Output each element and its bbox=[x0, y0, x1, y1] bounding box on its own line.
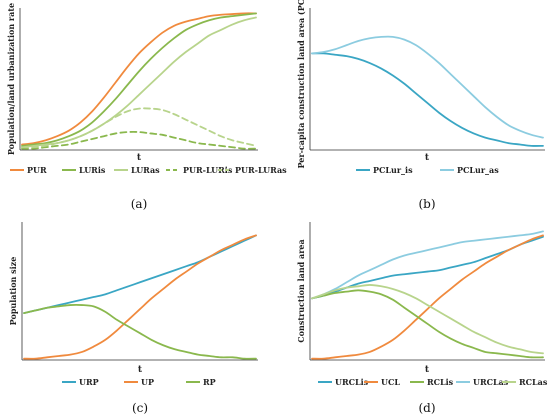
panel-a-legend-label-pur: PUR bbox=[27, 165, 47, 175]
panel-d-series-rclas bbox=[311, 284, 544, 355]
panel-a-legend-label-pur-luras: PUR-LURas bbox=[235, 165, 287, 175]
panel-c-legend-label-rp: RP bbox=[203, 377, 216, 387]
panel-c-legend-label-urp: URP bbox=[79, 377, 99, 387]
panel-a: Population/land urbanization rate t PUR L… bbox=[6, 3, 287, 211]
panel-b-x-label: t bbox=[425, 153, 430, 163]
panel-c: Population size t URP UP RP (c) bbox=[8, 222, 258, 415]
panel-d: Construction land area t URCLis UCL RCLis U… bbox=[296, 222, 548, 415]
panel-a-x-label: t bbox=[137, 153, 142, 163]
panel-a-legend-label-luris: LURis bbox=[79, 165, 106, 175]
panel-d-series-urclis bbox=[311, 235, 544, 300]
panel-d-series-urclas bbox=[311, 230, 544, 300]
panel-c-caption: (c) bbox=[132, 401, 148, 415]
panel-d-series-rclis bbox=[311, 289, 544, 359]
panel-d-legend-label-urclis: URCLis bbox=[335, 377, 369, 387]
panel-d-y-label: Construction land area bbox=[296, 239, 306, 342]
panel-a-series-pur-luras bbox=[21, 107, 257, 149]
panel-a-series-luras bbox=[21, 16, 257, 149]
panel-b: Per-capita construction land area (PCL) … bbox=[296, 0, 545, 211]
panel-a-series-pur bbox=[21, 12, 257, 146]
panel-d-legend-label-ucl: UCL bbox=[381, 377, 400, 387]
panel-c-y-label: Population size bbox=[8, 257, 18, 326]
panel-c-series-up bbox=[23, 234, 257, 360]
panel-a-legend-label-luras: LURas bbox=[131, 165, 160, 175]
panel-c-series-urp bbox=[23, 234, 257, 314]
panel-a-legend-label-pur-luris: PUR-LURis bbox=[183, 165, 233, 175]
panel-a-series-luris bbox=[21, 12, 257, 147]
panel-d-legend-label-urclas: URCLas bbox=[473, 377, 509, 387]
panel-b-series-pclur-is bbox=[311, 52, 544, 147]
panel-d-legend-label-rclis: RCLis bbox=[427, 377, 454, 387]
panel-b-legend-label-pclur-is: PCLur_is bbox=[373, 165, 413, 175]
panel-d-x-label: t bbox=[425, 365, 430, 375]
panel-d-legend: URCLis UCL RCLis URCLas RCLas bbox=[318, 377, 548, 387]
panel-b-legend-label-pclur-as: PCLur_as bbox=[457, 165, 499, 175]
panel-b-legend: PCLur_is PCLur_as bbox=[356, 165, 499, 175]
panel-c-x-label: t bbox=[138, 365, 143, 375]
panel-c-legend-label-up: UP bbox=[141, 377, 154, 387]
panel-d-series-ucl bbox=[311, 234, 544, 360]
panel-b-y-label: Per-capita construction land area (PCL) bbox=[296, 0, 306, 169]
panel-a-caption: (a) bbox=[131, 197, 148, 211]
panel-c-legend: URP UP RP bbox=[62, 377, 216, 387]
panel-b-caption: (b) bbox=[418, 197, 435, 211]
panel-d-legend-label-rclas: RCLas bbox=[519, 377, 548, 387]
panel-a-legend: PUR LURis LURas PUR-LURis PUR-LURas bbox=[10, 165, 287, 175]
panel-b-series-pclur-as bbox=[311, 35, 544, 139]
panel-c-series-rp bbox=[23, 303, 257, 360]
panel-a-y-label: Population/land urbanization rate bbox=[6, 3, 16, 155]
panel-d-caption: (d) bbox=[418, 401, 435, 415]
